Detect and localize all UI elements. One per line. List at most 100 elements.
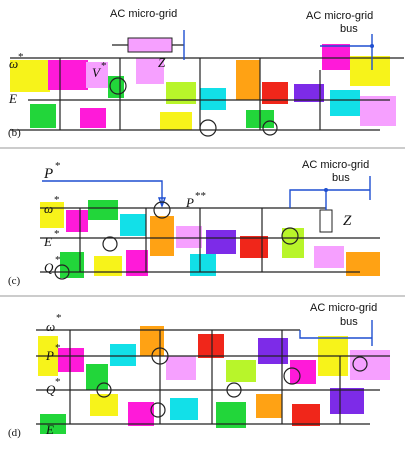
summing-junction-c-1 bbox=[153, 201, 171, 219]
block-d-purple bbox=[258, 338, 288, 364]
impedance-c bbox=[319, 209, 333, 233]
block-d-magenta-left bbox=[58, 348, 84, 372]
block-b-yellow-right bbox=[350, 56, 390, 86]
e-symbol-c: E bbox=[43, 234, 52, 249]
bus-c-node bbox=[324, 188, 328, 192]
q-symbol-c: Q bbox=[44, 260, 54, 275]
p-symbol-d: P bbox=[45, 348, 54, 363]
block-d-pink bbox=[166, 356, 196, 380]
z-symbol-c: Z bbox=[343, 213, 352, 229]
block-c-yellow-low bbox=[94, 256, 122, 276]
block-b-magenta-left bbox=[48, 60, 88, 90]
block-d-lime bbox=[226, 360, 256, 382]
e-symbol-d: E bbox=[45, 422, 54, 437]
block-b-cyan-right bbox=[330, 90, 360, 116]
block-b-pink-right bbox=[360, 96, 396, 126]
block-c-pink-right bbox=[314, 246, 344, 268]
block-d-purple-low bbox=[330, 388, 364, 414]
pp-symbol-c: P bbox=[185, 195, 194, 210]
panel-tag-d: (d) bbox=[8, 427, 21, 439]
bus-label-b-2a: AC micro-grid bbox=[306, 10, 373, 22]
e-sup-c: * bbox=[54, 228, 60, 240]
p-sup-c: * bbox=[55, 160, 61, 172]
summing-junction-c-3 bbox=[281, 227, 299, 245]
e-symbol-b: E bbox=[8, 91, 17, 106]
omega-symbol-b: ω bbox=[9, 56, 18, 71]
omega-symbol-c: ω bbox=[44, 201, 53, 216]
block-b-purple bbox=[294, 84, 324, 102]
panel-tag-b: (b) bbox=[8, 127, 21, 139]
summing-junction-d-1 bbox=[151, 347, 169, 365]
panel-tag-c: (c) bbox=[8, 275, 21, 287]
block-d-red bbox=[198, 334, 224, 358]
block-c-magenta bbox=[66, 210, 88, 232]
v-symbol-b: V bbox=[92, 65, 102, 80]
summing-junction-d-6 bbox=[150, 402, 166, 418]
block-c-cyan bbox=[120, 214, 146, 236]
block-d-cyan-low bbox=[170, 398, 198, 420]
bus-label-d-a: AC micro-grid bbox=[310, 302, 377, 314]
block-d-cyan-left bbox=[110, 344, 136, 366]
block-d-yellow-low bbox=[90, 394, 118, 416]
block-c-yellow bbox=[40, 202, 64, 228]
block-c-magenta-low bbox=[126, 250, 148, 276]
summing-junction-b-1 bbox=[109, 77, 127, 95]
block-b-red bbox=[262, 82, 288, 104]
v-sup-b: * bbox=[101, 60, 107, 72]
block-c-red bbox=[240, 236, 268, 258]
panel-c: P * P ** AC micro-grid bus ω * E * Q * Z… bbox=[8, 159, 380, 287]
block-b-orange bbox=[236, 60, 260, 100]
block-d-magenta-right bbox=[290, 360, 316, 384]
block-c-purple bbox=[206, 230, 236, 254]
summing-junction-d-2 bbox=[96, 382, 112, 398]
block-b-magenta-low bbox=[80, 108, 106, 128]
bus-label-b-2b: bus bbox=[340, 23, 358, 35]
block-b-magenta-right bbox=[322, 44, 350, 70]
p-symbol-c: P bbox=[43, 166, 53, 182]
bus-d bbox=[299, 320, 373, 346]
p-sup-d: * bbox=[55, 342, 61, 354]
summing-junction-b-2 bbox=[199, 119, 217, 137]
block-c-green bbox=[88, 200, 118, 220]
summing-junction-b-3 bbox=[262, 120, 278, 136]
panel-b: AC micro-grid AC micro-grid bus ω * V * … bbox=[8, 8, 404, 139]
block-b-inverter bbox=[127, 37, 173, 53]
block-d-green-left bbox=[86, 364, 108, 390]
summing-junction-c-2 bbox=[102, 236, 118, 252]
q-sup-c: * bbox=[55, 254, 61, 266]
bus-label-c-b: bus bbox=[332, 172, 350, 184]
block-c-orange bbox=[150, 216, 174, 256]
omega-sup-c: * bbox=[54, 194, 60, 206]
block-b-pink-mid bbox=[136, 58, 164, 84]
q-sup-d: * bbox=[55, 376, 61, 388]
bus-c-right bbox=[289, 176, 371, 210]
omega-sup-b: * bbox=[18, 51, 24, 63]
omega-sup-d: * bbox=[56, 312, 62, 324]
q-symbol-d: Q bbox=[46, 382, 56, 397]
block-c-cyan-low bbox=[190, 254, 216, 276]
block-b-pink-left bbox=[86, 62, 108, 88]
block-b-lime bbox=[166, 82, 196, 104]
bus-b-2 bbox=[320, 34, 373, 70]
block-d-orange-low bbox=[256, 394, 282, 418]
wire-c-verticals bbox=[79, 208, 263, 272]
bus-label-b-1: AC micro-grid bbox=[110, 8, 177, 20]
bus-b-node bbox=[370, 44, 374, 48]
block-b-yellow-low bbox=[160, 112, 192, 130]
summing-junction-c-4 bbox=[54, 264, 70, 280]
panel-d: AC micro-grid bus ω * P * Q * E (d) bbox=[8, 302, 390, 439]
summing-junction-d-4 bbox=[283, 367, 301, 385]
wire-d-verticals bbox=[69, 330, 341, 424]
block-d-pink-right bbox=[350, 350, 390, 380]
omega-symbol-d: ω bbox=[46, 319, 55, 334]
z-symbol-b: Z bbox=[158, 55, 166, 70]
block-c-pink bbox=[176, 226, 202, 248]
block-d-red-low bbox=[292, 404, 320, 426]
block-b-cyan-mid bbox=[200, 88, 226, 110]
bus-label-c-a: AC micro-grid bbox=[302, 159, 369, 171]
pp-sup-c: ** bbox=[195, 190, 206, 202]
block-b-yellow-left bbox=[10, 60, 50, 92]
block-b-green-low bbox=[30, 104, 56, 128]
summing-junction-d-5 bbox=[352, 356, 368, 372]
